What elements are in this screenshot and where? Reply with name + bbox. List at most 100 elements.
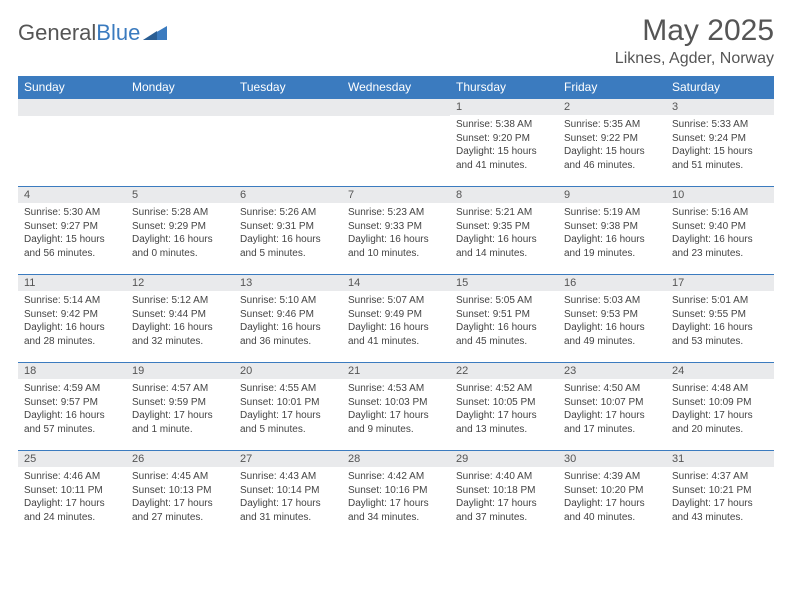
day-detail-line: Daylight: 16 hours and 0 minutes. [132,233,228,260]
calendar-day-cell: 31Sunrise: 4:37 AMSunset: 10:21 PMDaylig… [666,451,774,539]
day-detail-line: Daylight: 16 hours and 57 minutes. [24,409,120,436]
day-detail-line: Sunrise: 5:16 AM [672,206,768,220]
day-detail-line: Sunset: 10:18 PM [456,484,552,498]
day-detail-line: Sunrise: 4:53 AM [348,382,444,396]
day-number: 15 [450,275,558,291]
day-detail-line: Sunset: 9:22 PM [564,132,660,146]
calendar-day-cell: 4Sunrise: 5:30 AMSunset: 9:27 PMDaylight… [18,187,126,275]
calendar-body: 1Sunrise: 5:38 AMSunset: 9:20 PMDaylight… [18,99,774,539]
day-number: 2 [558,99,666,115]
day-detail-line: Sunrise: 5:33 AM [672,118,768,132]
calendar-day-cell: 29Sunrise: 4:40 AMSunset: 10:18 PMDaylig… [450,451,558,539]
day-details [18,116,126,123]
day-number: 9 [558,187,666,203]
day-number: 30 [558,451,666,467]
day-detail-line: Sunset: 10:07 PM [564,396,660,410]
day-detail-line: Sunset: 10:01 PM [240,396,336,410]
calendar-day-cell: 3Sunrise: 5:33 AMSunset: 9:24 PMDaylight… [666,99,774,187]
calendar-week-row: 11Sunrise: 5:14 AMSunset: 9:42 PMDayligh… [18,275,774,363]
calendar-day-cell: 28Sunrise: 4:42 AMSunset: 10:16 PMDaylig… [342,451,450,539]
day-detail-line: Sunrise: 5:28 AM [132,206,228,220]
day-detail-line: Sunset: 9:53 PM [564,308,660,322]
weekday-header: Sunday [18,76,126,99]
weekday-header: Thursday [450,76,558,99]
day-detail-line: Sunset: 9:51 PM [456,308,552,322]
calendar-day-cell: 12Sunrise: 5:12 AMSunset: 9:44 PMDayligh… [126,275,234,363]
day-detail-line: Sunrise: 4:52 AM [456,382,552,396]
day-detail-line: Daylight: 16 hours and 5 minutes. [240,233,336,260]
day-number: 18 [18,363,126,379]
day-detail-line: Sunset: 9:31 PM [240,220,336,234]
day-detail-line: Sunrise: 5:10 AM [240,294,336,308]
calendar-day-cell: 22Sunrise: 4:52 AMSunset: 10:05 PMDaylig… [450,363,558,451]
day-details: Sunrise: 5:21 AMSunset: 9:35 PMDaylight:… [450,203,558,264]
calendar-day-cell: 9Sunrise: 5:19 AMSunset: 9:38 PMDaylight… [558,187,666,275]
logo-text-2: Blue [96,20,140,46]
day-detail-line: Sunrise: 5:30 AM [24,206,120,220]
day-detail-line: Daylight: 17 hours and 13 minutes. [456,409,552,436]
day-number: 25 [18,451,126,467]
day-detail-line: Daylight: 15 hours and 56 minutes. [24,233,120,260]
day-number [342,99,450,116]
day-details: Sunrise: 4:52 AMSunset: 10:05 PMDaylight… [450,379,558,440]
calendar-day-cell: 10Sunrise: 5:16 AMSunset: 9:40 PMDayligh… [666,187,774,275]
day-detail-line: Sunset: 9:44 PM [132,308,228,322]
day-detail-line: Daylight: 16 hours and 10 minutes. [348,233,444,260]
day-detail-line: Sunrise: 4:46 AM [24,470,120,484]
calendar-day-cell: 25Sunrise: 4:46 AMSunset: 10:11 PMDaylig… [18,451,126,539]
weekday-header: Monday [126,76,234,99]
calendar-empty-cell [18,99,126,187]
day-number: 29 [450,451,558,467]
calendar-empty-cell [126,99,234,187]
day-number: 27 [234,451,342,467]
calendar-day-cell: 6Sunrise: 5:26 AMSunset: 9:31 PMDaylight… [234,187,342,275]
day-details: Sunrise: 5:33 AMSunset: 9:24 PMDaylight:… [666,115,774,176]
day-number: 11 [18,275,126,291]
day-detail-line: Sunset: 9:46 PM [240,308,336,322]
logo-icon [143,20,167,46]
day-detail-line: Daylight: 17 hours and 27 minutes. [132,497,228,524]
calendar-week-row: 4Sunrise: 5:30 AMSunset: 9:27 PMDaylight… [18,187,774,275]
day-detail-line: Daylight: 17 hours and 9 minutes. [348,409,444,436]
day-number: 20 [234,363,342,379]
logo: GeneralBlue [18,14,167,46]
day-number: 13 [234,275,342,291]
day-detail-line: Sunset: 9:33 PM [348,220,444,234]
month-title: May 2025 [615,14,774,48]
day-detail-line: Daylight: 15 hours and 51 minutes. [672,145,768,172]
day-details: Sunrise: 5:38 AMSunset: 9:20 PMDaylight:… [450,115,558,176]
day-detail-line: Sunrise: 5:12 AM [132,294,228,308]
day-number: 26 [126,451,234,467]
day-detail-line: Daylight: 16 hours and 14 minutes. [456,233,552,260]
day-details [342,116,450,123]
calendar-day-cell: 16Sunrise: 5:03 AMSunset: 9:53 PMDayligh… [558,275,666,363]
day-number: 10 [666,187,774,203]
day-details: Sunrise: 5:30 AMSunset: 9:27 PMDaylight:… [18,203,126,264]
day-detail-line: Sunset: 9:24 PM [672,132,768,146]
day-detail-line: Sunset: 10:09 PM [672,396,768,410]
day-details: Sunrise: 5:35 AMSunset: 9:22 PMDaylight:… [558,115,666,176]
day-number: 6 [234,187,342,203]
day-detail-line: Sunrise: 4:55 AM [240,382,336,396]
day-details: Sunrise: 4:46 AMSunset: 10:11 PMDaylight… [18,467,126,528]
day-detail-line: Daylight: 16 hours and 53 minutes. [672,321,768,348]
day-detail-line: Daylight: 16 hours and 36 minutes. [240,321,336,348]
calendar-day-cell: 24Sunrise: 4:48 AMSunset: 10:09 PMDaylig… [666,363,774,451]
day-details: Sunrise: 4:53 AMSunset: 10:03 PMDaylight… [342,379,450,440]
day-detail-line: Sunset: 10:05 PM [456,396,552,410]
day-detail-line: Daylight: 17 hours and 34 minutes. [348,497,444,524]
day-detail-line: Sunrise: 4:45 AM [132,470,228,484]
day-detail-line: Sunrise: 4:59 AM [24,382,120,396]
calendar-day-cell: 2Sunrise: 5:35 AMSunset: 9:22 PMDaylight… [558,99,666,187]
calendar-day-cell: 7Sunrise: 5:23 AMSunset: 9:33 PMDaylight… [342,187,450,275]
day-details: Sunrise: 5:26 AMSunset: 9:31 PMDaylight:… [234,203,342,264]
day-detail-line: Daylight: 16 hours and 19 minutes. [564,233,660,260]
calendar-week-row: 18Sunrise: 4:59 AMSunset: 9:57 PMDayligh… [18,363,774,451]
calendar-day-cell: 18Sunrise: 4:59 AMSunset: 9:57 PMDayligh… [18,363,126,451]
day-details: Sunrise: 4:48 AMSunset: 10:09 PMDaylight… [666,379,774,440]
weekday-header: Friday [558,76,666,99]
day-details [126,116,234,123]
day-detail-line: Daylight: 17 hours and 40 minutes. [564,497,660,524]
day-number: 24 [666,363,774,379]
day-details: Sunrise: 4:37 AMSunset: 10:21 PMDaylight… [666,467,774,528]
